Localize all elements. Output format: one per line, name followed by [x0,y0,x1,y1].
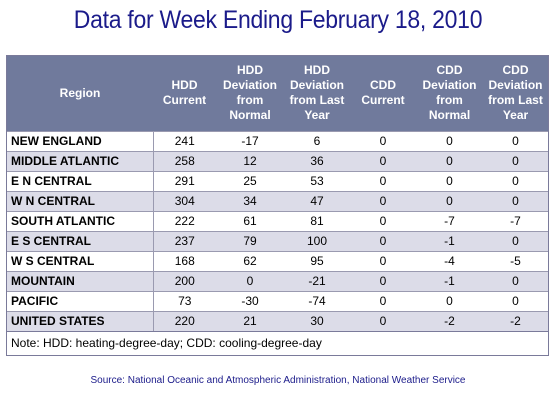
table-row: W N CENTRAL 304 34 47 0 0 0 [7,190,548,211]
cell-hdd-deviation-normal: 61 [216,210,284,231]
cell-hdd-deviation-normal: 79 [216,230,284,251]
cell-hdd-deviation-normal: 62 [216,250,284,271]
cell-cdd-deviation-last-year: 0 [483,270,548,291]
cell-hdd-current: 168 [153,250,216,271]
table-row: SOUTH ATLANTIC 222 61 81 0 -7 -7 [7,210,548,231]
cell-cdd-deviation-last-year: -5 [483,250,548,271]
header-hdd-deviation-last-year: HDD Deviation from Last Year [289,63,345,123]
cell-hdd-deviation-last-year: 53 [284,170,350,191]
cell-hdd-current: 291 [153,170,216,191]
cell-region: W N CENTRAL [7,190,154,211]
cell-cdd-current: 0 [350,170,416,191]
cell-cdd-deviation-normal: 0 [416,190,483,211]
cell-cdd-deviation-normal: -1 [416,230,483,251]
cell-hdd-deviation-last-year: 95 [284,250,350,271]
cell-hdd-current: 241 [153,130,216,151]
page-title: Data for Week Ending February 18, 2010 [73,6,483,34]
cell-cdd-deviation-last-year: -2 [483,310,548,331]
table-header-row: Region HDD Current HDD Deviation from No… [7,56,548,131]
cell-hdd-deviation-normal: 25 [216,170,284,191]
cell-region: E N CENTRAL [7,170,154,191]
cell-hdd-current: 73 [153,290,216,311]
cell-hdd-deviation-last-year: 36 [284,150,350,171]
table-row: E N CENTRAL 291 25 53 0 0 0 [7,170,548,191]
table-row: PACIFIC 73 -30 -74 0 0 0 [7,290,548,311]
cell-hdd-deviation-normal: -17 [216,130,284,151]
cell-cdd-deviation-last-year: 0 [483,290,548,311]
cell-region: W S CENTRAL [7,250,154,271]
cell-cdd-deviation-normal: -4 [416,250,483,271]
cell-cdd-current: 0 [350,190,416,211]
cell-hdd-current: 222 [153,210,216,231]
cell-hdd-current: 237 [153,230,216,251]
degree-day-table: Region HDD Current HDD Deviation from No… [7,56,548,331]
header-cdd-deviation-normal: CDD Deviation from Normal [422,63,477,123]
cell-hdd-deviation-normal: -30 [216,290,284,311]
cell-region: PACIFIC [7,290,154,311]
cell-hdd-current: 220 [153,310,216,331]
cell-cdd-deviation-last-year: 0 [483,170,548,191]
cell-hdd-deviation-last-year: -74 [284,290,350,311]
cell-cdd-current: 0 [350,150,416,171]
cell-cdd-current: 0 [350,230,416,251]
cell-hdd-deviation-last-year: 81 [284,210,350,231]
cell-cdd-deviation-last-year: 0 [483,230,548,251]
cell-cdd-current: 0 [350,210,416,231]
header-hdd-current: HDD Current [162,78,207,108]
cell-cdd-deviation-normal: -2 [416,310,483,331]
cell-hdd-deviation-last-year: -21 [284,270,350,291]
cell-cdd-deviation-normal: 0 [416,290,483,311]
header-hdd-deviation-normal: HDD Deviation from Normal [222,63,277,123]
header-region: Region [59,85,101,100]
cell-hdd-current: 304 [153,190,216,211]
cell-hdd-current: 200 [153,270,216,291]
cell-cdd-deviation-normal: -7 [416,210,483,231]
cell-region: UNITED STATES [7,310,154,331]
cell-region: MOUNTAIN [7,270,154,291]
cell-cdd-deviation-normal: 0 [416,150,483,171]
cell-cdd-deviation-normal: 0 [416,170,483,191]
table-row: MOUNTAIN 200 0 -21 0 -1 0 [7,270,548,291]
cell-region: SOUTH ATLANTIC [7,210,154,231]
cell-cdd-deviation-normal: -1 [416,270,483,291]
table-note: Note: HDD: heating-degree-day; CDD: cool… [7,331,548,355]
cell-hdd-current: 258 [153,150,216,171]
table-body: NEW ENGLAND 241 -17 6 0 0 0 MIDDLE ATLANTIC 258 1… [7,130,548,331]
cell-cdd-current: 0 [350,250,416,271]
cell-cdd-deviation-last-year: 0 [483,130,548,151]
cell-hdd-deviation-last-year: 100 [284,230,350,251]
table-row: UNITED STATES 220 21 30 0 -2 -2 [7,310,548,331]
source-citation: Source: National Oceanic and Atmospheric… [90,375,466,386]
header-cdd-deviation-last-year: CDD Deviation from Last Year [488,63,543,123]
cell-cdd-deviation-last-year: 0 [483,150,548,171]
table-row: MIDDLE ATLANTIC 258 12 36 0 0 0 [7,150,548,171]
cell-cdd-current: 0 [350,310,416,331]
table-row: NEW ENGLAND 241 -17 6 0 0 0 [7,130,548,151]
header-cdd-current: CDD Current [361,78,405,108]
table-row: E S CENTRAL 237 79 100 0 -1 0 [7,230,548,251]
cell-cdd-current: 0 [350,290,416,311]
cell-hdd-deviation-normal: 21 [216,310,284,331]
cell-hdd-deviation-last-year: 6 [284,130,350,151]
cell-cdd-deviation-last-year: 0 [483,190,548,211]
cell-cdd-deviation-last-year: -7 [483,210,548,231]
cell-cdd-current: 0 [350,270,416,291]
cell-hdd-deviation-normal: 34 [216,190,284,211]
cell-hdd-deviation-last-year: 47 [284,190,350,211]
data-table-container: Region HDD Current HDD Deviation from No… [6,55,549,356]
cell-hdd-deviation-normal: 0 [216,270,284,291]
table-row: W S CENTRAL 168 62 95 0 -4 -5 [7,250,548,271]
cell-hdd-deviation-normal: 12 [216,150,284,171]
cell-hdd-deviation-last-year: 30 [284,310,350,331]
cell-region: NEW ENGLAND [7,130,154,151]
cell-region: E S CENTRAL [7,230,154,251]
cell-cdd-deviation-normal: 0 [416,130,483,151]
cell-cdd-current: 0 [350,130,416,151]
cell-region: MIDDLE ATLANTIC [7,150,154,171]
